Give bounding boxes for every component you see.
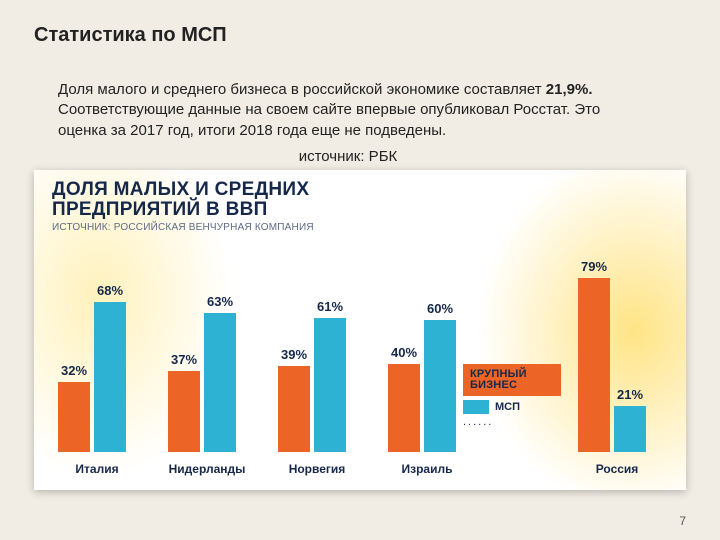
legend-sme-swatch [463,400,489,414]
body-paragraph: Доля малого и среднего бизнеса в российс… [58,80,638,141]
category-label: Италия [42,462,152,476]
bar-label-sme: 61% [310,299,350,314]
slide-title: Статистика по МСП [34,24,227,47]
category-label: Израиль [372,462,482,476]
bar-big-business [168,371,200,452]
bar-big-business [278,366,310,452]
bar-label-big: 32% [54,363,94,378]
bar-label-sme: 63% [200,294,240,309]
chart-panel: ДОЛЯ МАЛЫХ И СРЕДНИХ ПРЕДПРИЯТИЙ В ВВП И… [34,170,686,490]
bar-group: 39%61%Норвегия [272,232,362,452]
bar-big-business [58,382,90,452]
bar-sme [424,320,456,452]
chart-legend: КРУПНЫЙ БИЗНЕС МСП ...... [463,364,561,428]
bar-sme [204,313,236,452]
bar-label-big: 39% [274,347,314,362]
body-text-a: Доля малого и среднего бизнеса в российс… [58,81,546,98]
bar-group: 32%68%Италия [52,232,142,452]
legend-sme-row: МСП [463,400,561,414]
bar-group: 40%60%Израиль [382,232,472,452]
chart-title-line2: ПРЕДПРИЯТИЙ В ВВП [52,200,314,220]
bar-label-big: 37% [164,352,204,367]
bar-group: 79%21%Россия [572,232,662,452]
bar-sme [614,406,646,452]
chart-title-block: ДОЛЯ МАЛЫХ И СРЕДНИХ ПРЕДПРИЯТИЙ В ВВП И… [52,180,314,233]
legend-big-business: КРУПНЫЙ БИЗНЕС [463,364,561,396]
source-line: источник: РБК [58,148,638,165]
category-label: Нидерланды [152,462,262,476]
page-number: 7 [679,514,686,528]
chart-title-line1: ДОЛЯ МАЛЫХ И СРЕДНИХ [52,180,314,200]
bar-label-big: 40% [384,345,424,360]
body-text-b: Соответствующие данные на своем сайте вп… [58,101,600,138]
category-label: Норвегия [262,462,372,476]
chart-plot-area: 32%68%Италия37%63%Нидерланды39%61%Норвег… [52,232,668,452]
bar-label-big: 79% [574,259,614,274]
bar-sme [94,302,126,452]
bar-sme [314,318,346,452]
bar-label-sme: 60% [420,301,460,316]
bar-big-business [578,278,610,452]
legend-dots: ...... [463,416,561,428]
body-text-bold: 21,9%. [546,81,593,98]
legend-sme-text: МСП [495,401,520,413]
bar-group: 37%63%Нидерланды [162,232,252,452]
bar-big-business [388,364,420,452]
category-label: Россия [562,462,672,476]
bar-label-sme: 21% [610,387,650,402]
bar-label-sme: 68% [90,283,130,298]
